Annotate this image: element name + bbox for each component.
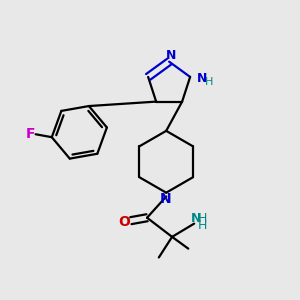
Text: H: H <box>198 219 207 232</box>
Text: F: F <box>26 127 35 141</box>
Text: N: N <box>165 49 176 62</box>
Text: O: O <box>118 215 130 229</box>
Text: H: H <box>205 77 213 87</box>
Text: N: N <box>191 212 202 225</box>
Text: N: N <box>160 192 172 206</box>
Text: H: H <box>198 212 207 225</box>
Text: N: N <box>197 72 208 85</box>
